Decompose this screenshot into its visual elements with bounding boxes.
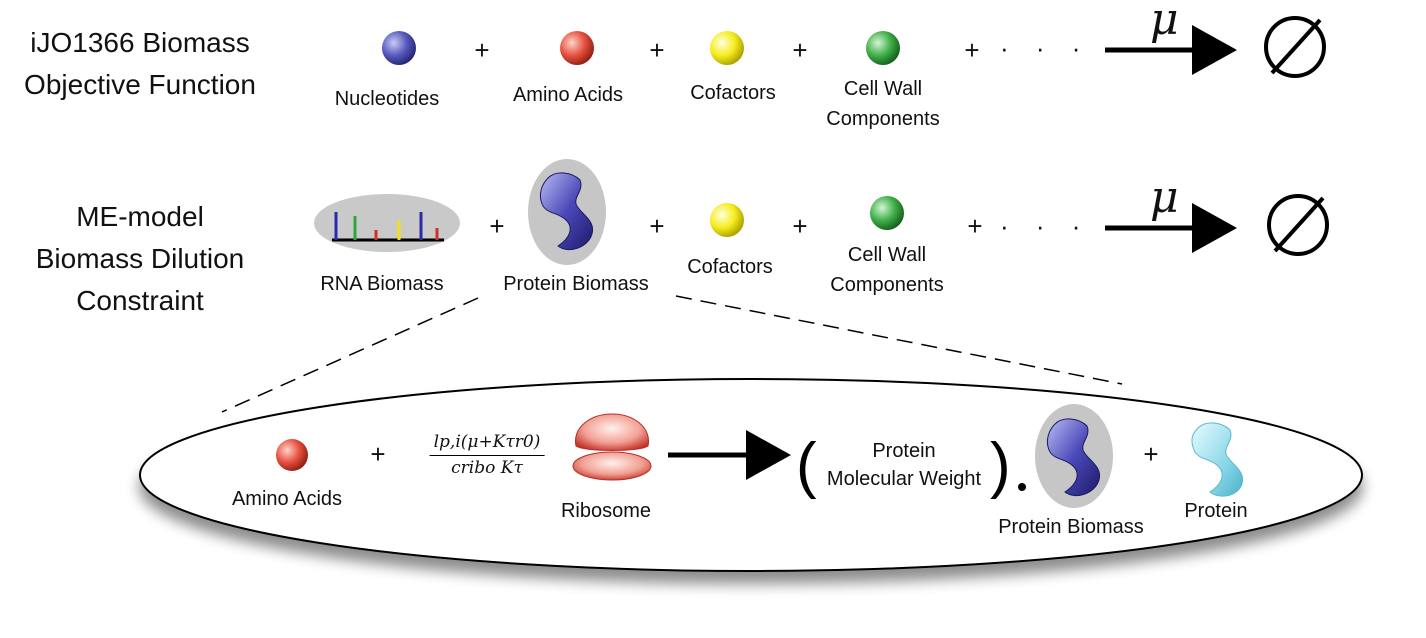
row1-title-line2: Objective Function (24, 69, 256, 100)
protein-biomass-blob-icon (528, 159, 606, 265)
row2-plus-3: + (792, 211, 808, 241)
rna-biomass-label: RNA Biomass (320, 273, 444, 295)
detail-amino-acids-sphere-icon (276, 439, 308, 471)
row2-components-label: Components (830, 274, 944, 296)
cell-wall-sphere-icon (866, 31, 900, 65)
row1-amino-acids-label: Amino Acids (512, 84, 624, 106)
ribosome-label: Ribosome (560, 500, 652, 522)
row1-ellipsis: · · · (1000, 33, 1091, 63)
row2-ellipsis: · · · (1000, 211, 1091, 241)
row1-mu: μ (1150, 0, 1179, 45)
protein-label: Protein (1184, 500, 1248, 522)
detail-amino-acids-label: Amino Acids (231, 488, 343, 510)
row1-title-line1: iJO1366 Biomass (30, 27, 250, 58)
row1-plus-2: + (649, 35, 665, 65)
paren-left: ( (796, 431, 817, 500)
row2-plus-2: + (649, 211, 665, 241)
row2-title: ME-model Biomass Dilution Constraint (0, 196, 280, 322)
nucleotides-sphere-icon (382, 31, 416, 65)
rate-fraction-numerator: lp,i(μ+Kτr0) (429, 432, 545, 456)
row2-empty-set-icon (1267, 194, 1329, 256)
rate-fraction-denominator: cribo Kτ (451, 458, 523, 478)
pmw-line2: Molecular Weight (826, 468, 982, 490)
detail-ellipse (139, 378, 1363, 572)
rate-fraction: lp,i(μ+Kτr0) cribo Kτ (429, 432, 545, 478)
detail-protein-biomass-label: Protein Biomass (998, 516, 1144, 538)
row2-title-line3: Constraint (76, 285, 204, 316)
row2-protein-biomass-label: Protein Biomass (503, 273, 649, 295)
rna-strand-icon (314, 194, 460, 252)
zoom-line-right (675, 295, 1123, 385)
row2-cell-wall-label: Cell Wall (847, 244, 927, 266)
nucleotides-label: Nucleotides (334, 88, 440, 110)
ribosome-icon (572, 413, 652, 481)
paren-right: ) (990, 431, 1011, 500)
protein-light-blob-icon (1191, 422, 1244, 497)
row2-cell-wall-sphere-icon (870, 196, 904, 230)
multiply-dot (1018, 483, 1026, 491)
cofactors-sphere-icon (710, 31, 744, 65)
pmw-line1: Protein (872, 440, 936, 462)
row1-title: iJO1366 Biomass Objective Function (0, 22, 280, 106)
detail-plus-2: + (1143, 439, 1159, 469)
row2-plus-4: + (967, 211, 983, 241)
detail-protein-biomass-blob-icon (1035, 404, 1113, 508)
row2-cofactors-sphere-icon (710, 203, 744, 237)
row1-components-label: Components (826, 108, 940, 130)
row1-empty-set-icon (1264, 16, 1326, 78)
row2-mu: μ (1150, 172, 1179, 223)
row1-cofactors-label: Cofactors (690, 82, 776, 104)
row1-plus-4: + (964, 35, 980, 65)
row1-plus-1: + (474, 35, 490, 65)
row1-plus-3: + (792, 35, 808, 65)
detail-plus-1: + (370, 439, 386, 469)
zoom-line-left (221, 297, 479, 413)
row2-plus-1: + (489, 211, 505, 241)
row2-cofactors-label: Cofactors (687, 256, 773, 278)
row1-cell-wall-label: Cell Wall (843, 78, 923, 100)
row2-title-line2: Biomass Dilution (35, 243, 245, 274)
amino-acids-sphere-icon (560, 31, 594, 65)
row2-title-line1: ME-model (76, 201, 204, 232)
